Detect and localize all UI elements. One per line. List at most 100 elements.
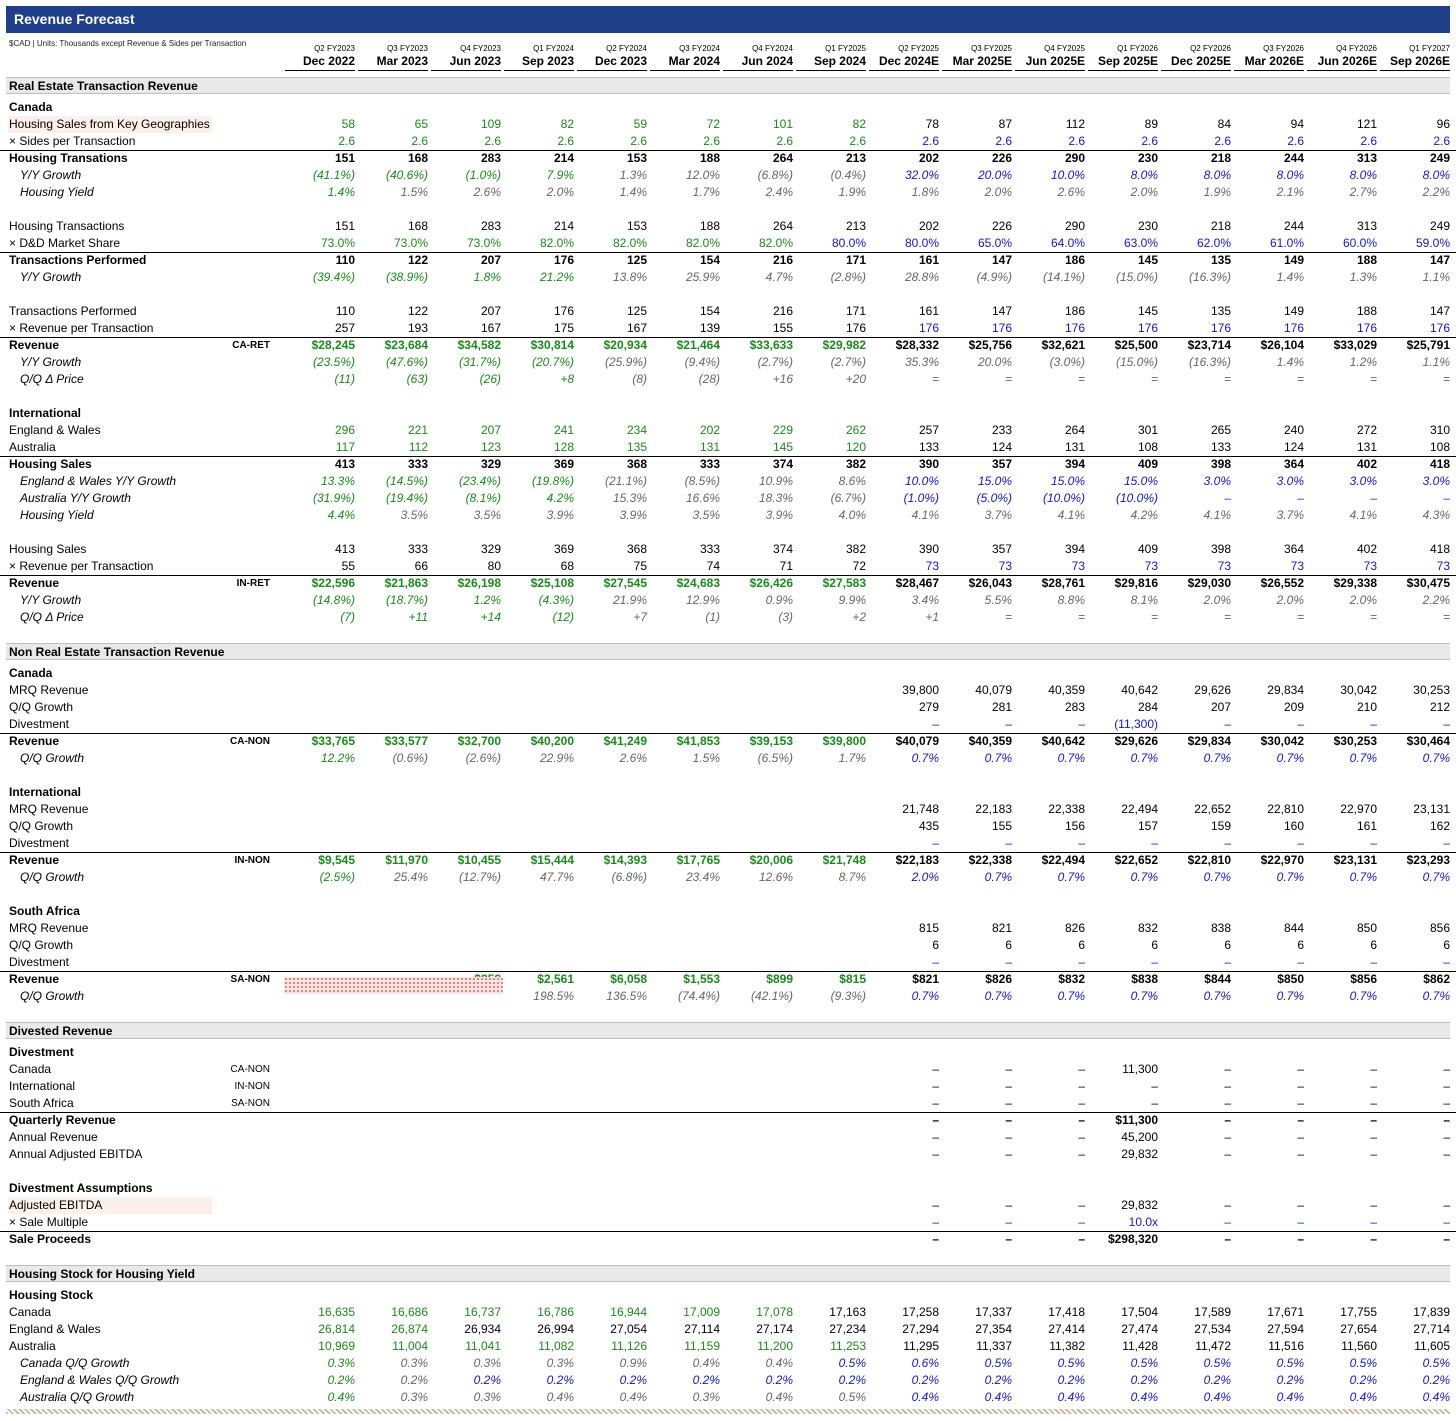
value-cell[interactable]: 11,041: [465, 1339, 501, 1353]
value-cell[interactable]: 136.5%: [606, 989, 647, 1003]
value-cell[interactable]: 131: [699, 440, 720, 454]
value-cell[interactable]: $1,553: [683, 972, 720, 986]
value-cell[interactable]: 1.3%: [1349, 270, 1377, 284]
value-cell[interactable]: $821: [912, 972, 939, 986]
value-cell[interactable]: (28): [698, 372, 720, 386]
value-cell[interactable]: –: [932, 1232, 939, 1246]
value-cell[interactable]: 0.2%: [327, 1373, 355, 1387]
value-cell[interactable]: 40,359: [1048, 683, 1085, 697]
value-cell[interactable]: $40,079: [895, 734, 939, 748]
value-cell[interactable]: 16,737: [464, 1305, 501, 1319]
value-cell[interactable]: 176: [1137, 321, 1158, 335]
value-cell[interactable]: $22,970: [1260, 853, 1304, 867]
value-cell[interactable]: 2.6%: [1057, 185, 1085, 199]
value-cell[interactable]: 135: [1210, 253, 1231, 267]
value-cell[interactable]: 17,078: [756, 1305, 793, 1319]
value-cell[interactable]: 0.4%: [765, 1390, 793, 1404]
value-cell[interactable]: –: [1078, 1130, 1085, 1144]
value-cell[interactable]: 73: [1436, 559, 1450, 573]
value-cell[interactable]: 176: [1356, 321, 1377, 335]
value-cell[interactable]: 0.4%: [911, 1390, 939, 1404]
value-cell[interactable]: 2.0%: [984, 185, 1012, 199]
value-cell[interactable]: 145: [772, 440, 793, 454]
value-cell[interactable]: $23,684: [384, 338, 428, 352]
value-cell[interactable]: (0.4%): [830, 168, 866, 182]
value-cell[interactable]: 22.9%: [539, 751, 574, 765]
value-cell[interactable]: 159: [1210, 819, 1231, 833]
value-cell[interactable]: 176: [553, 304, 574, 318]
value-cell[interactable]: 108: [1429, 440, 1450, 454]
value-cell[interactable]: 10,969: [318, 1339, 355, 1353]
value-cell[interactable]: (39.4%): [312, 270, 355, 284]
value-cell[interactable]: 27,294: [902, 1322, 939, 1336]
value-cell[interactable]: (3.0%): [1049, 355, 1085, 369]
value-cell[interactable]: 0.5%: [1130, 1356, 1158, 1370]
value-cell[interactable]: 0.4%: [1057, 1390, 1085, 1404]
value-cell[interactable]: 2.6: [484, 134, 501, 148]
value-cell[interactable]: 135: [626, 440, 647, 454]
value-cell[interactable]: 2.2%: [1422, 593, 1450, 607]
value-cell[interactable]: 176: [918, 321, 939, 335]
value-cell[interactable]: $25,108: [530, 576, 574, 590]
value-cell[interactable]: –: [1005, 1062, 1012, 1076]
value-cell[interactable]: 290: [1064, 219, 1085, 233]
value-cell[interactable]: 8.6%: [838, 474, 866, 488]
value-cell[interactable]: 0.7%: [1203, 751, 1231, 765]
value-cell[interactable]: $28,245: [311, 338, 355, 352]
value-cell[interactable]: 0.3%: [692, 1390, 720, 1404]
value-cell[interactable]: 59.0%: [1415, 236, 1450, 250]
value-cell[interactable]: 188: [699, 151, 720, 165]
value-cell[interactable]: 6: [1224, 938, 1231, 952]
value-cell[interactable]: 264: [1064, 423, 1085, 437]
value-cell[interactable]: 175: [553, 321, 574, 335]
value-cell[interactable]: –: [1005, 1215, 1012, 1229]
value-cell[interactable]: 6: [1078, 938, 1085, 952]
value-cell[interactable]: 11,253: [830, 1339, 866, 1353]
value-cell[interactable]: 162: [1429, 819, 1450, 833]
value-cell[interactable]: 23.4%: [685, 870, 720, 884]
value-cell[interactable]: 229: [772, 423, 793, 437]
value-cell[interactable]: 128: [553, 440, 574, 454]
value-cell[interactable]: (15.0%): [1115, 355, 1158, 369]
value-cell[interactable]: $29,626: [1114, 734, 1158, 748]
value-cell[interactable]: =: [1150, 372, 1158, 386]
value-cell[interactable]: 0.7%: [1130, 989, 1158, 1003]
value-cell[interactable]: 4.7%: [765, 270, 793, 284]
value-cell[interactable]: 40,642: [1121, 683, 1158, 697]
value-cell[interactable]: 2.6: [1287, 134, 1304, 148]
value-cell[interactable]: 10.9%: [758, 474, 793, 488]
value-cell[interactable]: (2.7%): [830, 355, 866, 369]
value-cell[interactable]: 364: [1283, 542, 1304, 556]
value-cell[interactable]: –: [1443, 1198, 1450, 1212]
value-cell[interactable]: 58: [341, 117, 355, 131]
value-cell[interactable]: (2.6%): [465, 751, 501, 765]
value-cell[interactable]: 55: [341, 559, 355, 573]
value-cell[interactable]: 284: [1137, 700, 1158, 714]
value-cell[interactable]: 2.6: [1433, 134, 1450, 148]
value-cell[interactable]: 240: [1283, 423, 1304, 437]
value-cell[interactable]: $29,834: [1187, 734, 1231, 748]
value-cell[interactable]: –: [1443, 1215, 1450, 1229]
value-cell[interactable]: 0.7%: [1203, 870, 1231, 884]
value-cell[interactable]: $21,863: [384, 576, 428, 590]
value-cell[interactable]: 241: [553, 423, 574, 437]
value-cell[interactable]: $815: [839, 972, 866, 986]
value-cell[interactable]: 0.2%: [1422, 1373, 1450, 1387]
value-cell[interactable]: 214: [553, 151, 574, 165]
value-cell[interactable]: 25.9%: [685, 270, 720, 284]
value-cell[interactable]: $10,455: [457, 853, 501, 867]
value-cell[interactable]: 22,970: [1340, 802, 1377, 816]
value-cell[interactable]: 1.2%: [1349, 355, 1377, 369]
value-cell[interactable]: (1.0%): [903, 491, 939, 505]
value-cell[interactable]: 12.6%: [758, 870, 793, 884]
value-cell[interactable]: 82.0%: [539, 236, 574, 250]
value-cell[interactable]: 11,382: [1049, 1339, 1085, 1353]
value-cell[interactable]: 63.0%: [1123, 236, 1158, 250]
value-cell[interactable]: 156: [1064, 819, 1085, 833]
value-cell[interactable]: 149: [1283, 253, 1304, 267]
value-cell[interactable]: 0.2%: [473, 1373, 501, 1387]
value-cell[interactable]: 133: [918, 440, 939, 454]
value-cell[interactable]: 122: [407, 253, 428, 267]
value-cell[interactable]: 120: [845, 440, 866, 454]
value-cell[interactable]: 216: [772, 304, 793, 318]
